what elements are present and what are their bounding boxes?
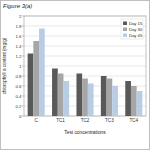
bar bbox=[131, 86, 137, 116]
bar bbox=[82, 79, 88, 117]
bar bbox=[76, 74, 82, 117]
legend-label: Day 15 bbox=[129, 21, 143, 26]
y-tick-label: 1 bbox=[19, 64, 22, 69]
bar bbox=[33, 41, 39, 116]
bar bbox=[58, 74, 64, 117]
legend-swatch bbox=[123, 34, 127, 38]
bar bbox=[39, 29, 45, 117]
title: Figure 3(a) bbox=[3, 3, 32, 9]
y-tick-label: 1.6 bbox=[15, 34, 22, 39]
y-tick-label: 1.4 bbox=[15, 44, 22, 49]
x-tick-label: C bbox=[35, 118, 39, 123]
x-axis-label: Test concentrations bbox=[64, 130, 106, 135]
x-tick-label: TC1 bbox=[56, 118, 65, 123]
bar bbox=[52, 69, 58, 117]
y-tick-label: 0.4 bbox=[15, 94, 22, 99]
legend: Day 15Day 30Day 45 bbox=[121, 19, 143, 39]
y-tick-label: 0 bbox=[19, 114, 22, 119]
x-tick-label: TC4 bbox=[129, 118, 138, 123]
chart-svg: Figure 3(a) chlorophyll a content (mg/g) 0… bbox=[0, 0, 150, 150]
bars bbox=[28, 29, 143, 117]
y-axis-label: chlorophyll a content (mg/g) bbox=[2, 37, 7, 94]
bar bbox=[137, 91, 143, 116]
bar bbox=[88, 84, 94, 117]
bar bbox=[112, 86, 118, 116]
legend-swatch bbox=[123, 28, 127, 32]
bar bbox=[28, 54, 34, 117]
y-tick-label: 0.2 bbox=[15, 104, 22, 109]
bar bbox=[101, 76, 107, 116]
legend-swatch bbox=[123, 22, 127, 26]
bar bbox=[125, 81, 131, 116]
x-tick-label: TC3 bbox=[105, 118, 114, 123]
legend-box bbox=[121, 19, 143, 39]
y-tick-label: 1.2 bbox=[15, 54, 22, 59]
legend-label: Day 30 bbox=[129, 27, 143, 32]
chart-frame bbox=[1, 1, 150, 150]
plot-frame bbox=[24, 16, 146, 116]
x-tick-label: TC2 bbox=[81, 118, 90, 123]
bar bbox=[63, 81, 69, 116]
chart: Figure 3(a) chlorophyll a content (mg/g) 0… bbox=[0, 0, 150, 150]
bar bbox=[107, 79, 113, 117]
legend-label: Day 45 bbox=[129, 33, 143, 38]
y-tick-label: 2 bbox=[19, 14, 22, 19]
y-tick-label: 0.8 bbox=[15, 74, 22, 79]
y-tick-label: 1.8 bbox=[15, 24, 22, 29]
y-tick-label: 0.6 bbox=[15, 84, 22, 89]
